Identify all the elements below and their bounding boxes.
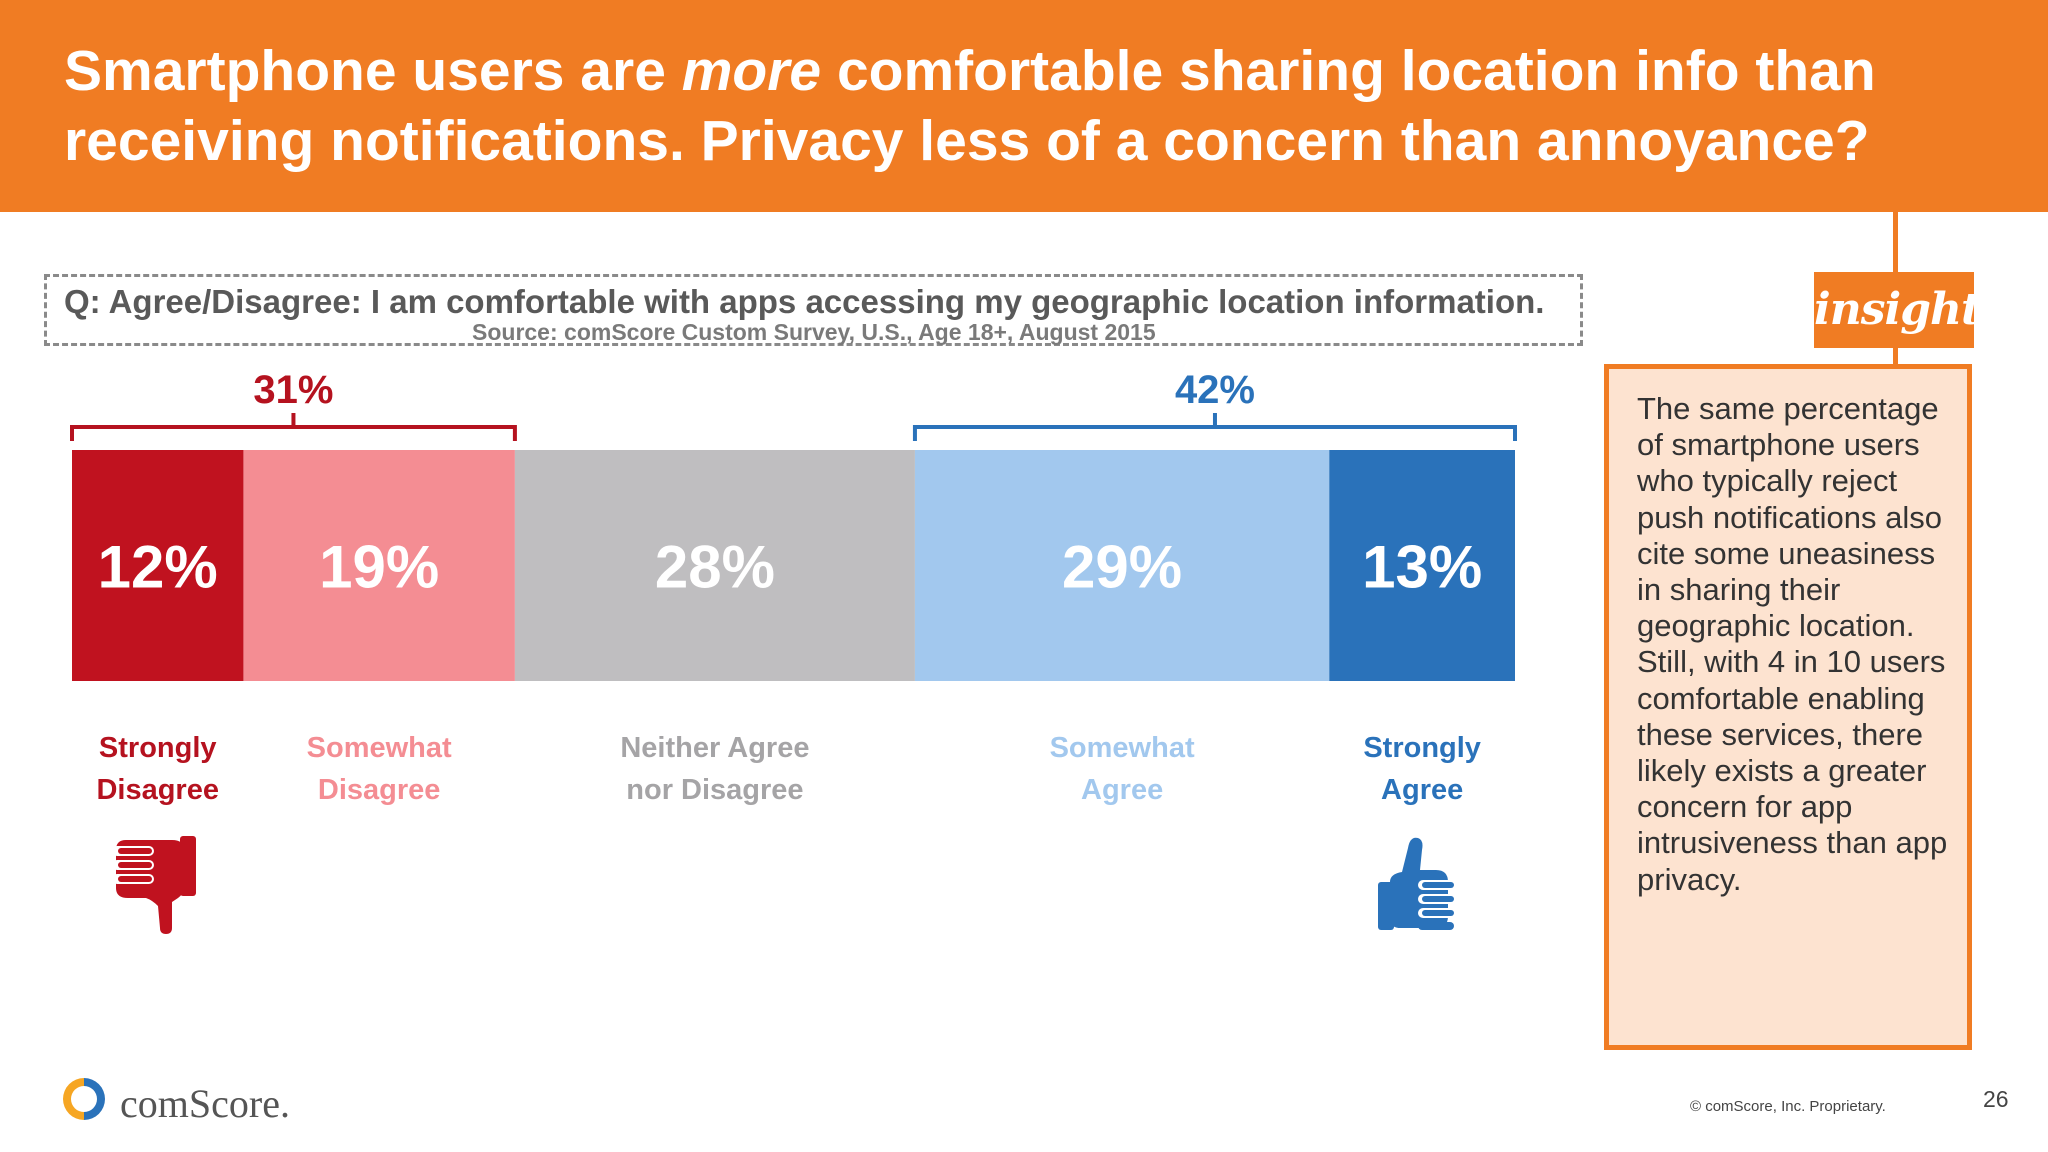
group-bracket (912, 413, 1517, 441)
page-number: 26 (1983, 1086, 2009, 1112)
survey-question: Q: Agree/Disagree: I am comfortable with… (64, 283, 1545, 320)
title-text-start: Smartphone users are (64, 39, 682, 103)
comscore-logo: comScore. (62, 1076, 322, 1126)
insight-box: The same percentage of smartphone users … (1604, 364, 1972, 1050)
comscore-logo-mark-icon (63, 1078, 105, 1120)
category-label-line: Agree (1081, 774, 1163, 806)
insight-connector-line (1893, 212, 1898, 272)
group-bracket (70, 413, 517, 441)
segment-value-label: 29% (1062, 534, 1182, 601)
slide-title: Smartphone users are more comfortable sh… (64, 36, 1994, 176)
category-label-line: Somewhat (1050, 732, 1195, 764)
title-text-end: comfortable sharing location info than r… (64, 39, 1876, 173)
insight-text: The same percentage of smartphone users … (1637, 391, 1948, 897)
category-labels: Strongly Disagree Somewhat Disagree Neither … (96, 732, 1480, 806)
segment-value-label: 19% (319, 534, 439, 601)
category-label-line: Strongly (99, 732, 217, 764)
stacked-bar-chart: 12% 19% 28% 29% 13% 31% 42% StronglyDisagreeS… (70, 368, 1517, 934)
category-label-line: Somewhat (307, 732, 452, 764)
category-label-line: Neither Agree (620, 732, 809, 764)
insight-tag: insight (1814, 272, 1981, 348)
category-label-line: Strongly (1363, 732, 1481, 764)
segment-value-labels: 12% 19% 28% 29% 13% (98, 534, 1483, 601)
copyright-notice: © comScore, Inc. Proprietary. (1690, 1098, 1886, 1115)
group-brackets: 31% 42% (70, 368, 1517, 441)
group-total-label: 31% (253, 368, 333, 412)
title-banner: Smartphone users are more comfortable sh… (0, 0, 2048, 212)
category-label-line: Disagree (318, 774, 441, 806)
category-label-line: Agree (1381, 774, 1463, 806)
bar-segment (1329, 450, 1515, 681)
segment-value-label: 13% (1362, 534, 1482, 601)
survey-source: Source: comScore Custom Survey, U.S., Ag… (472, 319, 1156, 345)
bar-segment (72, 450, 244, 681)
segment-value-label: 28% (655, 534, 775, 601)
thumbs-up-icon (1378, 837, 1458, 930)
question-box: Q: Agree/Disagree: I am comfortable with… (44, 274, 1583, 346)
thumbs-down-icon (112, 836, 196, 934)
category-label-line: nor Disagree (626, 774, 803, 806)
bar-segment (914, 450, 1330, 681)
category-label-line: Disagree (96, 774, 219, 806)
group-total-label: 42% (1175, 368, 1255, 412)
bar-segment (514, 450, 915, 681)
title-text-emphasis: more (681, 39, 822, 103)
bar-segments (72, 450, 1515, 681)
comscore-logo-wordmark: comScore. (120, 1081, 290, 1126)
bar-segment (243, 450, 515, 681)
segment-value-label: 12% (98, 534, 218, 601)
insight-connector-line-lower (1893, 348, 1898, 364)
